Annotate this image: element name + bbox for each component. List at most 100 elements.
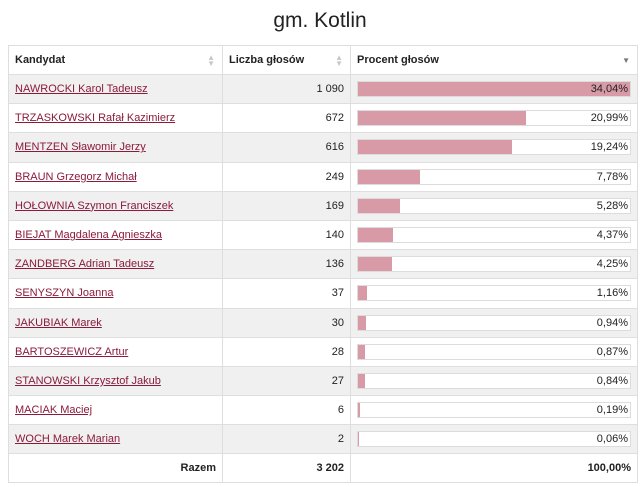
percent-bar: 0,19% xyxy=(357,402,631,419)
votes-cell: 30 xyxy=(222,307,351,338)
votes-cell: 6 xyxy=(222,395,351,426)
table-row: MENTZEN Sławomir Jerzy 616 19,24% xyxy=(8,132,638,163)
votes-cell: 28 xyxy=(222,336,351,367)
candidate-link[interactable]: BRAUN Grzegorz Michał xyxy=(15,170,137,183)
candidate-cell: NAWROCKI Karol Tadeusz xyxy=(8,73,223,105)
candidate-cell: TRZASKOWSKI Rafał Kazimierz xyxy=(8,103,223,134)
candidate-cell: MENTZEN Sławomir Jerzy xyxy=(8,132,223,163)
percent-label: 0,84% xyxy=(596,374,628,387)
candidate-cell: ZANDBERG Adrian Tadeusz xyxy=(8,249,223,280)
percent-bar: 34,04% xyxy=(357,81,631,98)
percent-bar: 4,25% xyxy=(357,256,631,273)
candidate-cell: MACIAK Maciej xyxy=(8,395,223,426)
candidate-cell: SENYSZYN Joanna xyxy=(8,278,223,309)
percent-bar: 19,24% xyxy=(357,139,631,156)
sort-descending-icon[interactable]: ▼ xyxy=(622,56,630,65)
candidate-link[interactable]: MENTZEN Sławomir Jerzy xyxy=(15,141,146,154)
percent-cell: 7,78% xyxy=(350,161,638,192)
candidate-link[interactable]: JAKUBIAK Marek xyxy=(15,316,102,329)
column-header-votes-label: Liczba głosów xyxy=(229,54,305,66)
percent-bar: 0,94% xyxy=(357,314,631,331)
votes-cell: 672 xyxy=(222,103,351,134)
percent-bar: 0,06% xyxy=(357,431,631,448)
candidate-link[interactable]: SENYSZYN Joanna xyxy=(15,287,114,300)
percent-bar-fill xyxy=(358,228,393,243)
percent-cell: 20,99% xyxy=(350,103,638,134)
votes-cell: 249 xyxy=(222,161,351,192)
candidate-cell: STANOWSKI Krzysztof Jakub xyxy=(8,365,223,397)
percent-bar: 20,99% xyxy=(357,110,631,127)
percent-bar-fill xyxy=(358,286,368,301)
percent-label: 19,24% xyxy=(590,141,628,154)
votes-cell: 1 090 xyxy=(222,73,351,105)
percent-bar-fill xyxy=(358,344,365,359)
table-row: MACIAK Maciej 6 0,19% xyxy=(8,395,638,426)
percent-label: 1,16% xyxy=(596,287,628,300)
column-header-votes[interactable]: Liczba głosów ▲ ▼ xyxy=(222,45,351,75)
percent-bar-fill xyxy=(358,373,365,388)
candidate-cell: HOŁOWNIA Szymon Franciszek xyxy=(8,190,223,221)
percent-cell: 19,24% xyxy=(350,132,638,163)
percent-bar-fill xyxy=(358,169,421,184)
percent-label: 5,28% xyxy=(596,199,628,212)
percent-label: 20,99% xyxy=(590,112,628,125)
percent-cell: 0,84% xyxy=(350,365,638,397)
percent-bar-fill xyxy=(358,257,392,272)
candidate-link[interactable]: BARTOSZEWICZ Artur xyxy=(15,345,129,358)
results-table: Kandydat ▲ ▼ Liczba głosów ▲ ▼ Procent gło… xyxy=(8,45,638,484)
candidate-cell: BRAUN Grzegorz Michał xyxy=(8,161,223,192)
candidate-cell: BIEJAT Magdalena Agnieszka xyxy=(8,219,223,251)
votes-cell: 136 xyxy=(222,249,351,280)
percent-cell: 34,04% xyxy=(350,73,638,105)
percent-cell: 4,37% xyxy=(350,219,638,251)
percent-bar-fill xyxy=(358,82,630,97)
candidate-link[interactable]: NAWROCKI Karol Tadeusz xyxy=(15,83,148,96)
page-title: gm. Kotlin xyxy=(273,9,367,32)
percent-label: 34,04% xyxy=(590,83,628,96)
candidate-cell: WOCH Marek Marian xyxy=(8,424,223,455)
column-header-percent[interactable]: Procent głosów ▼ xyxy=(350,45,638,75)
candidate-link[interactable]: HOŁOWNIA Szymon Franciszek xyxy=(15,199,174,212)
candidate-link[interactable]: WOCH Marek Marian xyxy=(15,433,121,446)
table-row: HOŁOWNIA Szymon Franciszek 169 5,28% xyxy=(8,190,638,221)
percent-cell: 5,28% xyxy=(350,190,638,221)
table-row: NAWROCKI Karol Tadeusz 1 090 34,04% xyxy=(8,73,638,105)
percent-cell: 0,19% xyxy=(350,395,638,426)
total-percent: 100,00% xyxy=(350,453,638,484)
table-footer-row: Razem 3 202 100,00% xyxy=(8,453,638,484)
votes-cell: 2 xyxy=(222,424,351,455)
percent-bar: 0,87% xyxy=(357,343,631,360)
candidate-link[interactable]: TRZASKOWSKI Rafał Kazimierz xyxy=(15,112,176,125)
sort-icon[interactable]: ▲ ▼ xyxy=(207,53,215,68)
percent-bar: 1,16% xyxy=(357,285,631,302)
sort-icon[interactable]: ▲ ▼ xyxy=(335,53,343,68)
percent-label: 4,25% xyxy=(596,258,628,271)
percent-bar: 0,84% xyxy=(357,372,631,389)
percent-label: 0,06% xyxy=(596,433,628,446)
candidate-cell: JAKUBIAK Marek xyxy=(8,307,223,338)
candidate-cell: BARTOSZEWICZ Artur xyxy=(8,336,223,367)
table-row: JAKUBIAK Marek 30 0,94% xyxy=(8,307,638,338)
table-row: BRAUN Grzegorz Michał 249 7,78% xyxy=(8,161,638,192)
percent-label: 0,87% xyxy=(596,345,628,358)
votes-cell: 27 xyxy=(222,365,351,397)
percent-cell: 0,06% xyxy=(350,424,638,455)
candidate-link[interactable]: STANOWSKI Krzysztof Jakub xyxy=(15,374,161,387)
percent-bar-fill xyxy=(358,111,526,126)
table-row: BIEJAT Magdalena Agnieszka 140 4,37% xyxy=(8,219,638,251)
column-header-candidate[interactable]: Kandydat ▲ ▼ xyxy=(8,45,223,75)
percent-cell: 4,25% xyxy=(350,249,638,280)
percent-bar-fill xyxy=(358,140,512,155)
table-row: SENYSZYN Joanna 37 1,16% xyxy=(8,278,638,309)
percent-bar-fill xyxy=(358,198,401,213)
table-row: STANOWSKI Krzysztof Jakub 27 0,84% xyxy=(8,365,638,397)
table-row: ZANDBERG Adrian Tadeusz 136 4,25% xyxy=(8,249,638,280)
candidate-link[interactable]: BIEJAT Magdalena Agnieszka xyxy=(15,229,162,242)
percent-label: 7,78% xyxy=(596,170,628,183)
candidate-link[interactable]: MACIAK Maciej xyxy=(15,404,93,417)
percent-cell: 0,87% xyxy=(350,336,638,367)
percent-cell: 1,16% xyxy=(350,278,638,309)
table-row: BARTOSZEWICZ Artur 28 0,87% xyxy=(8,336,638,367)
candidate-link[interactable]: ZANDBERG Adrian Tadeusz xyxy=(15,258,155,271)
table-row: WOCH Marek Marian 2 0,06% xyxy=(8,424,638,455)
